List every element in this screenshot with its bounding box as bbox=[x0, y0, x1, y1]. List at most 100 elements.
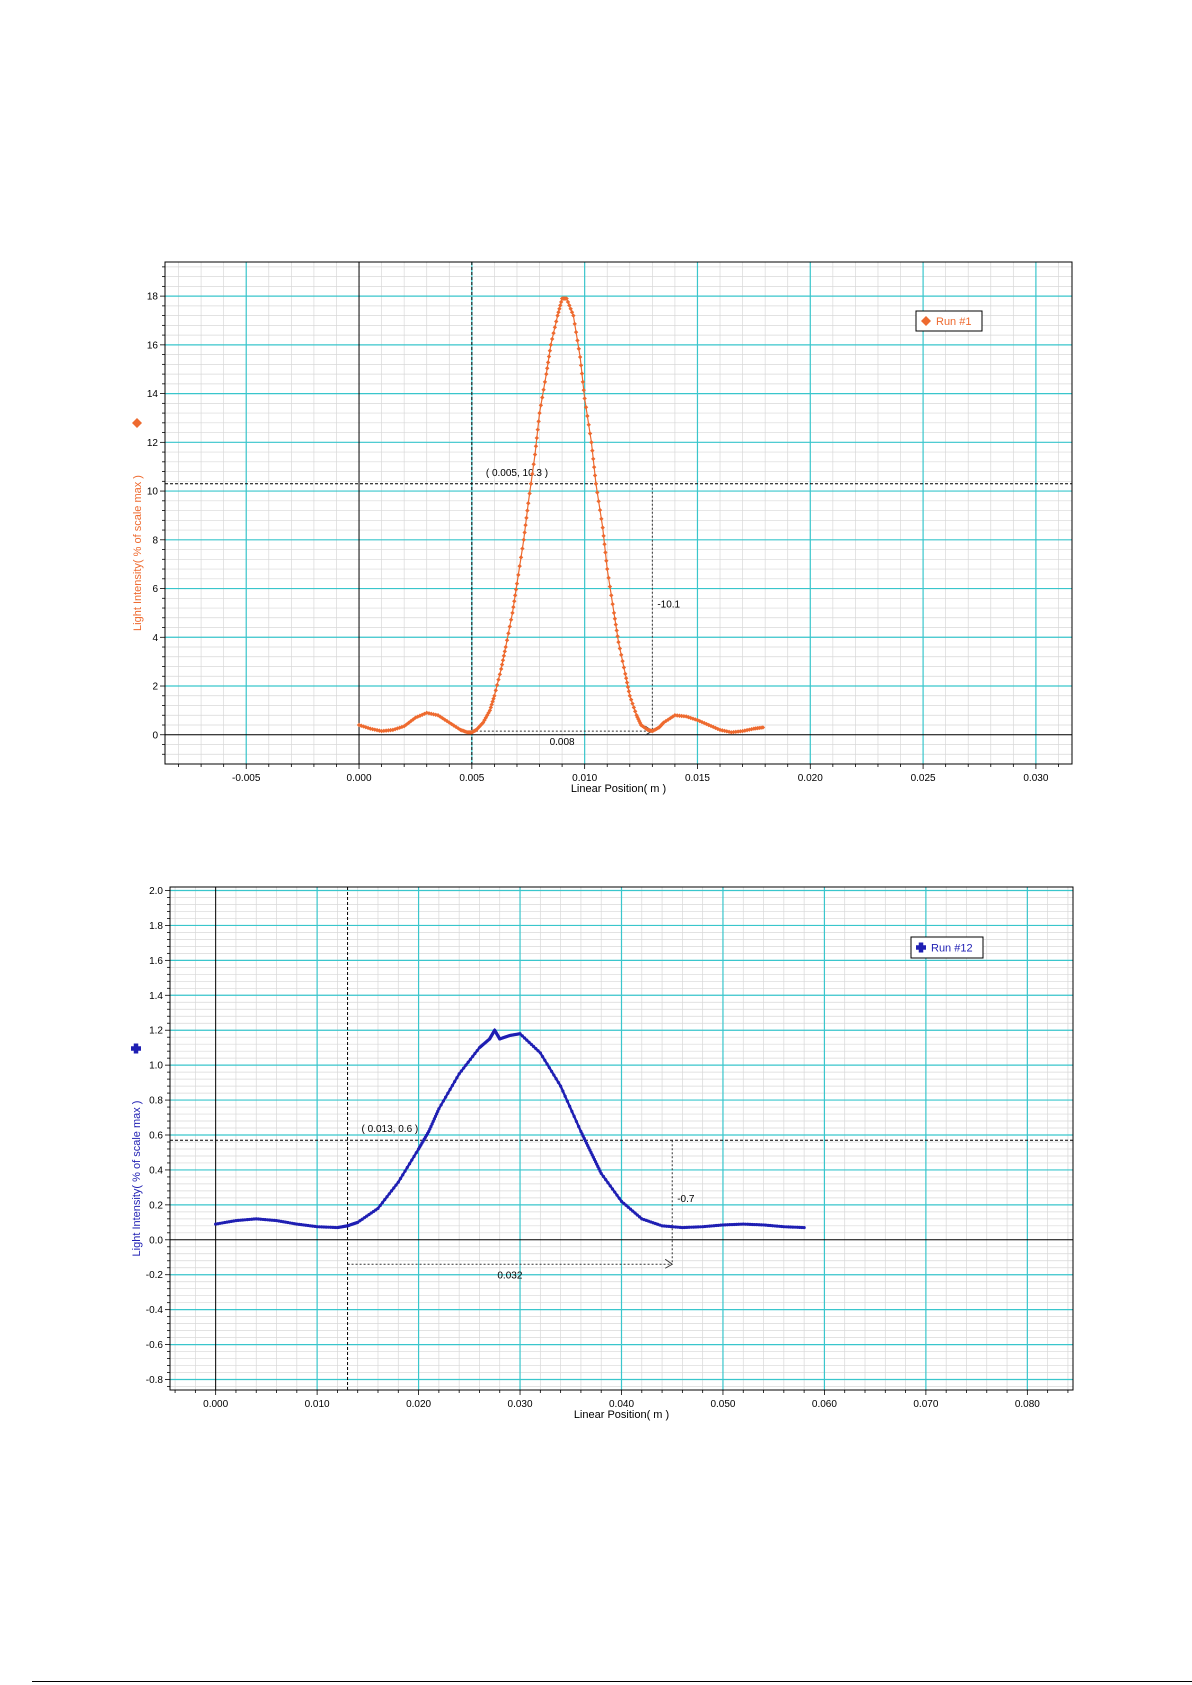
plot-frame bbox=[164, 261, 1073, 765]
y-tick-label: 2 bbox=[152, 682, 158, 693]
data-point bbox=[556, 1080, 560, 1085]
data-point bbox=[536, 419, 541, 424]
data-point bbox=[518, 555, 524, 560]
data-point bbox=[728, 1223, 732, 1227]
data-point bbox=[611, 610, 617, 616]
y-tick-label: 1.8 bbox=[149, 921, 163, 932]
data-point bbox=[322, 1225, 326, 1229]
data-point bbox=[592, 473, 598, 478]
data-point bbox=[784, 1225, 788, 1229]
x-tick-label: 0.020 bbox=[798, 773, 823, 784]
data-point bbox=[367, 1212, 371, 1217]
data-point bbox=[326, 1225, 330, 1229]
y-tick-label: 0.6 bbox=[149, 1131, 163, 1142]
x-tick-label: -0.005 bbox=[232, 773, 261, 784]
data-point bbox=[580, 379, 586, 385]
data-point bbox=[356, 722, 362, 728]
data-point bbox=[689, 1225, 693, 1229]
x-tick-label: 0.000 bbox=[203, 1399, 228, 1410]
data-point bbox=[538, 1051, 542, 1055]
legend: Run #1 bbox=[915, 310, 983, 332]
data-point bbox=[685, 1225, 689, 1229]
data-point bbox=[548, 342, 554, 348]
data-point bbox=[681, 714, 687, 719]
y-axis-series-marker bbox=[131, 1043, 141, 1054]
data-point bbox=[435, 713, 441, 718]
data-point bbox=[480, 720, 486, 725]
data-point bbox=[365, 1214, 369, 1218]
data-point bbox=[630, 701, 635, 706]
data-point bbox=[578, 363, 584, 368]
data-point bbox=[507, 624, 512, 629]
y-tick-label: 6 bbox=[152, 584, 158, 595]
data-point bbox=[422, 711, 427, 716]
data-point bbox=[428, 1127, 432, 1131]
data-point bbox=[533, 444, 539, 449]
data-point bbox=[420, 712, 425, 717]
data-point bbox=[620, 658, 625, 664]
data-point bbox=[730, 1222, 734, 1227]
data-point bbox=[632, 709, 638, 714]
data-point bbox=[575, 338, 580, 343]
data-point bbox=[492, 693, 497, 698]
data-point bbox=[637, 1215, 642, 1219]
data-point bbox=[444, 718, 450, 724]
data-point bbox=[486, 710, 491, 716]
data-point bbox=[466, 1060, 470, 1064]
data-point bbox=[433, 1114, 438, 1118]
y-tick-label: 12 bbox=[147, 438, 159, 449]
data-point bbox=[635, 1213, 639, 1217]
data-point bbox=[616, 639, 621, 645]
data-point bbox=[568, 1104, 572, 1108]
data-point bbox=[436, 1109, 440, 1113]
data-point bbox=[398, 1176, 403, 1181]
data-point bbox=[361, 724, 366, 729]
major-grid bbox=[165, 262, 1072, 764]
data-point bbox=[559, 1084, 563, 1088]
data-point bbox=[587, 431, 593, 436]
data-point bbox=[628, 1207, 633, 1211]
data-point bbox=[390, 727, 396, 733]
y-tick-label: 1.0 bbox=[149, 1061, 163, 1072]
y-tick-label: 0.2 bbox=[149, 1200, 163, 1211]
data-point bbox=[529, 1042, 533, 1046]
data-point bbox=[757, 1223, 761, 1227]
data-point bbox=[441, 1099, 445, 1103]
data-point bbox=[543, 1058, 547, 1062]
data-point bbox=[528, 481, 534, 486]
data-point bbox=[708, 723, 714, 729]
y-tick-label: 0.4 bbox=[149, 1165, 163, 1176]
data-point bbox=[621, 665, 627, 670]
data-point bbox=[627, 693, 632, 698]
data-point bbox=[518, 1032, 522, 1036]
data-point bbox=[694, 1225, 698, 1229]
data-point bbox=[556, 310, 561, 315]
data-point bbox=[692, 1225, 696, 1229]
data-point bbox=[521, 537, 526, 543]
data-point bbox=[527, 491, 532, 496]
data-point bbox=[789, 1225, 793, 1229]
data-point bbox=[604, 558, 609, 563]
data-point bbox=[475, 726, 480, 731]
data-point bbox=[370, 726, 375, 732]
data-point bbox=[377, 728, 382, 733]
data-point bbox=[782, 1225, 786, 1229]
data-point bbox=[613, 1190, 617, 1194]
data-point bbox=[494, 682, 500, 688]
data-point bbox=[496, 677, 501, 682]
legend-marker bbox=[916, 942, 926, 953]
y-tick-label: 2.0 bbox=[149, 886, 163, 897]
data-point bbox=[743, 1222, 748, 1226]
data-point bbox=[619, 652, 624, 658]
data-point bbox=[410, 717, 416, 722]
x-tick-label: 0.010 bbox=[305, 1399, 330, 1410]
data-point bbox=[523, 522, 528, 528]
data-point bbox=[542, 379, 548, 385]
data-point bbox=[607, 584, 613, 589]
data-point bbox=[759, 1223, 763, 1227]
y-tick-label: 8 bbox=[152, 535, 158, 546]
data-point bbox=[383, 1198, 387, 1202]
data-point bbox=[385, 1195, 389, 1199]
data-point bbox=[493, 688, 498, 693]
data-point bbox=[557, 306, 562, 311]
